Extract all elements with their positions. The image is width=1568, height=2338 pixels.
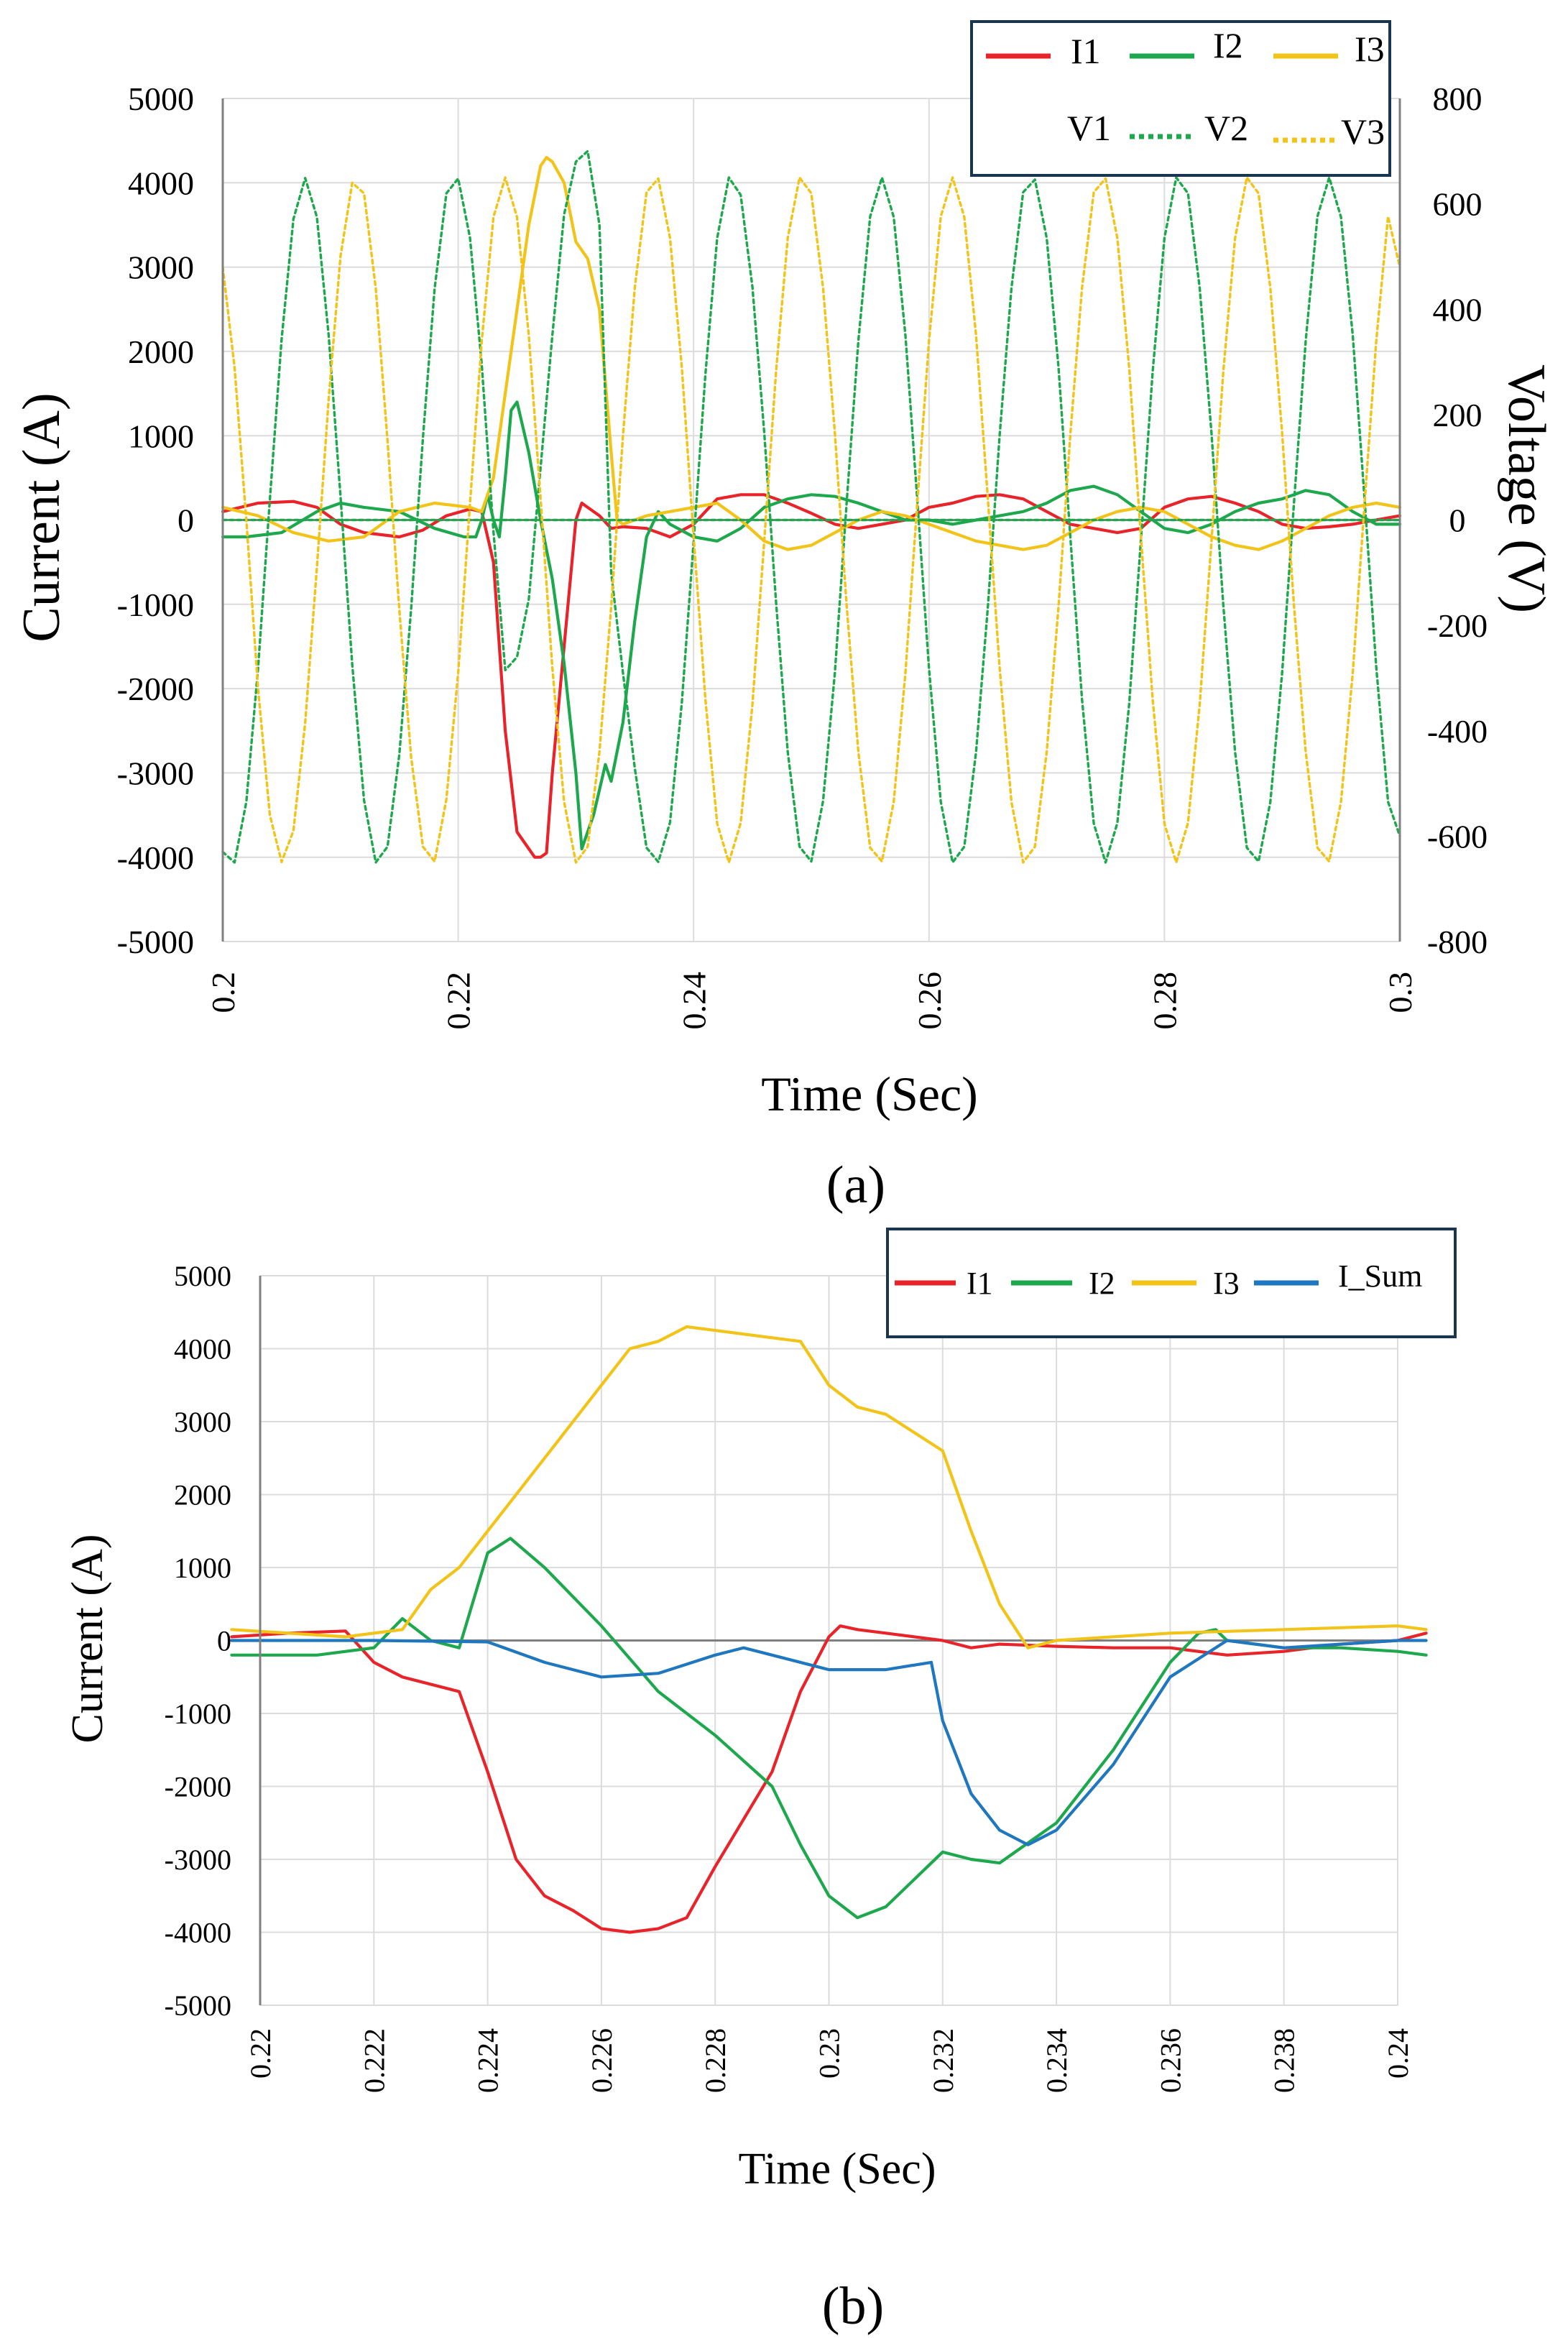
a-legend-label-i2: I2 xyxy=(1213,25,1243,65)
a-y-tick-label: -4000 xyxy=(117,839,194,876)
b-legend-label-i3: I3 xyxy=(1213,1266,1240,1301)
b-y-tick-label: 2000 xyxy=(174,1479,231,1511)
b-series-i3 xyxy=(230,1325,1428,1649)
b-x-tick-label: 0.234 xyxy=(1041,2028,1073,2093)
b-x-tick-label: 0.228 xyxy=(699,2028,732,2093)
b-x-tick-label: 0.236 xyxy=(1154,2028,1186,2093)
b-series-i-sum xyxy=(230,1639,1428,1846)
a-y-tick-label: 5000 xyxy=(128,80,194,117)
a-y2-tick-label: 600 xyxy=(1433,186,1482,223)
b-legend-label-i1: I1 xyxy=(967,1266,993,1301)
a-y2-tick-label: 400 xyxy=(1433,291,1482,328)
a-y2-tick-label: 0 xyxy=(1449,502,1466,539)
b-series-i1 xyxy=(230,1624,1428,1934)
b-y-tick-label: 3000 xyxy=(174,1406,231,1438)
a-caption: (a) xyxy=(826,1156,885,1215)
b-y-tick-label: -1000 xyxy=(165,1698,231,1730)
a-legend-label-i1: I1 xyxy=(1071,31,1101,71)
a-y-tick-label: 3000 xyxy=(128,249,194,286)
a-legend-label-v1: V1 xyxy=(1067,108,1111,148)
a-y2-tick-label: -400 xyxy=(1427,713,1488,750)
a-legend-label-v3: V3 xyxy=(1341,111,1385,152)
a-y-tick-label: -1000 xyxy=(117,586,194,623)
a-y-tick-label: -2000 xyxy=(117,671,194,707)
b-y-ticks: 5000 4000 3000 2000 1000 0 -1000 -2000 -3000 -400… xyxy=(165,1260,231,2022)
panel-a: 500040003000200010000-1000-2000-3000-400… xyxy=(12,20,1556,1215)
a-series-i2 xyxy=(221,400,1402,851)
a-series-i3 xyxy=(221,156,1402,551)
a-legend-label-i3: I3 xyxy=(1355,29,1385,69)
b-y-tick-label: -4000 xyxy=(165,1917,231,1949)
a-y2-tick-label: 800 xyxy=(1433,80,1482,117)
b-x-tick-label: 0.23 xyxy=(813,2028,846,2079)
a-x-tick-label: 0.24 xyxy=(675,972,712,1030)
a-series xyxy=(221,149,1402,864)
b-x-tick-label: 0.238 xyxy=(1268,2028,1301,2093)
b-y-tick-label: -3000 xyxy=(165,1844,231,1876)
a-y2-axis-label: Voltage (V) xyxy=(1497,364,1556,613)
b-legend: I1 I2 I3 I_Sum xyxy=(886,1228,1457,1338)
a-y-tick-label: -3000 xyxy=(117,755,194,792)
a-x-tick-label: 0.26 xyxy=(911,972,948,1030)
panel-b: 5000 4000 3000 2000 1000 0 -1000 -2000 -3000 -400… xyxy=(63,1228,1457,2336)
b-x-tick-label: 0.232 xyxy=(927,2028,959,2093)
a-series-i1 xyxy=(221,493,1402,859)
a-y-tick-label: 0 xyxy=(177,502,194,539)
b-x-tick-label: 0.24 xyxy=(1382,2028,1414,2079)
b-y-tick-label: 5000 xyxy=(174,1260,231,1292)
a-y-tick-label: 4000 xyxy=(128,165,194,201)
a-y2-tick-label: -600 xyxy=(1427,818,1488,855)
a-y-tick-label: 2000 xyxy=(128,333,194,370)
a-y-axis-label: Current (A) xyxy=(12,392,71,642)
b-y-tick-label: 0 xyxy=(217,1625,231,1657)
a-series-v1 xyxy=(221,149,1401,864)
b-x-tick-label: 0.22 xyxy=(244,2028,277,2079)
b-y-tick-label: 1000 xyxy=(174,1552,231,1584)
b-x-tick-label: 0.224 xyxy=(472,2028,504,2093)
a-x-tick-label: 0.22 xyxy=(441,972,477,1030)
b-y-tick-label: -2000 xyxy=(165,1771,231,1803)
a-x-tick-label: 0.3 xyxy=(1382,972,1419,1013)
a-x-tick-label: 0.28 xyxy=(1147,972,1184,1030)
a-y-tick-label: -5000 xyxy=(117,924,194,960)
b-caption: (b) xyxy=(822,2277,884,2336)
b-legend-label-i-sum: I_Sum xyxy=(1338,1258,1422,1294)
a-x-ticks: 0.2 0.22 0.24 0.26 0.28 0.3 xyxy=(205,972,1419,1030)
a-y2-ticks: 800 600 400 200 0 -200 -400 -600 -800 xyxy=(1427,80,1488,960)
a-y2-tick-label: -200 xyxy=(1427,607,1488,644)
b-x-tick-label: 0.226 xyxy=(586,2028,618,2093)
b-y-tick-label: -5000 xyxy=(165,1989,231,2022)
a-x-tick-label: 0.2 xyxy=(205,972,241,1013)
a-y2-tick-label: 200 xyxy=(1433,397,1482,433)
a-y-tick-label: 1000 xyxy=(128,418,194,454)
b-x-tick-label: 0.222 xyxy=(358,2028,390,2093)
b-y-tick-label: 4000 xyxy=(174,1333,231,1366)
a-y-ticks: 5000 4000 3000 2000 1000 0 -1000 -2000 -3000 -400… xyxy=(117,80,194,960)
a-legend-label-v2: V2 xyxy=(1204,108,1248,148)
b-x-axis-label: Time (Sec) xyxy=(739,2145,936,2194)
b-gridlines xyxy=(259,1275,1398,2006)
a-x-axis-label: Time (Sec) xyxy=(761,1067,978,1121)
a-legend: I1 I2 I3 V1 V2 V3 xyxy=(970,20,1391,177)
a-series-v3 xyxy=(221,176,1401,864)
a-y2-tick-label: -800 xyxy=(1427,924,1488,960)
a-axes xyxy=(221,98,1401,942)
b-x-ticks: 0.22 0.222 0.224 0.226 0.228 0.23 0.232 0.234 0.… xyxy=(244,2028,1414,2093)
b-y-axis-label: Current (A) xyxy=(63,1534,112,1744)
b-legend-label-i2: I2 xyxy=(1089,1266,1115,1301)
b-series xyxy=(230,1325,1428,1934)
